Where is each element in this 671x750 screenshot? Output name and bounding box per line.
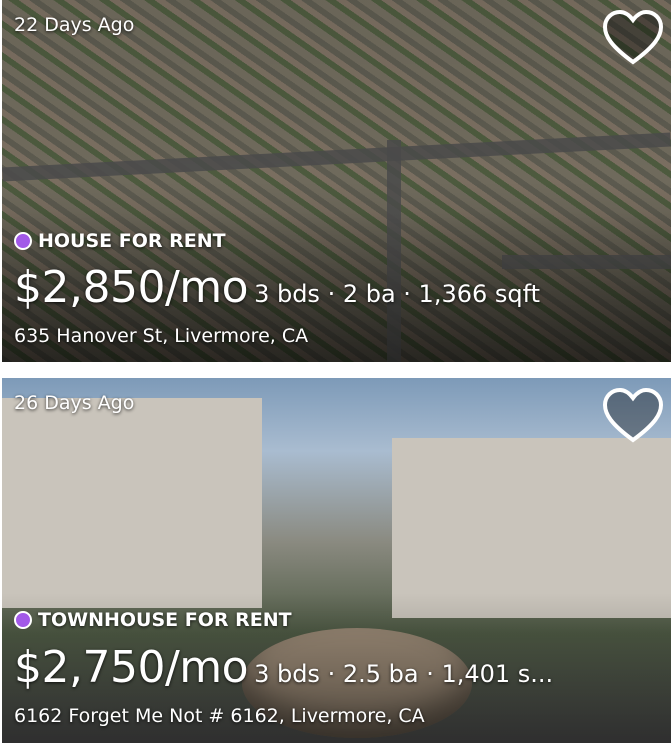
type-dot-icon	[14, 611, 32, 629]
listing-address: 6162 Forget Me Not # 6162, Livermore, CA	[14, 705, 425, 727]
price-row: $2,750/mo 3 bds · 2.5 ba · 1,401 s...	[14, 642, 553, 693]
listing-type-label: TOWNHOUSE FOR RENT	[38, 609, 292, 631]
listing-price: $2,750/mo	[14, 642, 249, 693]
photo-building	[2, 398, 262, 608]
heart-outline-icon[interactable]	[601, 386, 665, 446]
listing-address: 635 Hanover St, Livermore, CA	[14, 325, 309, 347]
photo-road	[2, 132, 671, 182]
photo-road	[502, 255, 671, 269]
listing-age: 22 Days Ago	[14, 14, 135, 36]
listing-facts: 3 bds · 2 ba · 1,366 sqft	[254, 280, 541, 308]
photo-road	[387, 140, 401, 362]
photo-fountain	[242, 628, 472, 738]
listing-card[interactable]: 26 Days Ago TOWNHOUSE FOR RENT $2,750/mo…	[2, 378, 671, 743]
listing-facts: 3 bds · 2.5 ba · 1,401 s...	[254, 660, 554, 688]
photo-overlay	[2, 593, 671, 743]
photo-overlay	[2, 212, 671, 362]
listing-card[interactable]: 22 Days Ago HOUSE FOR RENT $2,850/mo 3 bd…	[2, 0, 671, 362]
listing-age: 26 Days Ago	[14, 392, 135, 414]
heart-outline-icon[interactable]	[601, 8, 665, 68]
type-dot-icon	[14, 232, 32, 250]
listing-price: $2,850/mo	[14, 262, 249, 313]
price-row: $2,850/mo 3 bds · 2 ba · 1,366 sqft	[14, 262, 540, 313]
photo-building	[392, 438, 671, 618]
listing-type: HOUSE FOR RENT	[14, 230, 226, 252]
listing-type-label: HOUSE FOR RENT	[38, 230, 226, 252]
listing-type: TOWNHOUSE FOR RENT	[14, 609, 292, 631]
